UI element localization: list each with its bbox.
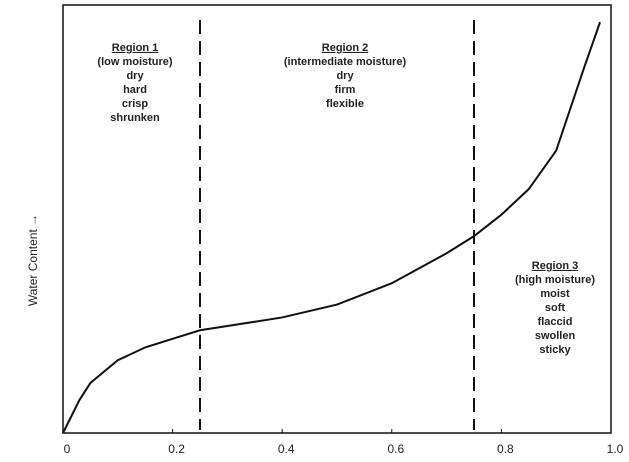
- x-tick-label: 0.2: [168, 442, 185, 456]
- x-tick-label: 0.6: [387, 442, 404, 456]
- x-tick-label: 0.8: [497, 442, 514, 456]
- region-text: shrunken: [110, 112, 160, 124]
- y-axis-label: Water Content →: [26, 214, 40, 306]
- region-text: flaccid: [538, 316, 573, 328]
- region-text: crisp: [122, 98, 149, 110]
- x-tick-label: 1.0: [607, 442, 624, 456]
- region-text: sticky: [539, 344, 571, 356]
- region-text: swollen: [535, 330, 576, 342]
- region-text: hard: [123, 84, 147, 96]
- region-text: dry: [336, 70, 354, 82]
- region-text: moist: [540, 288, 570, 300]
- region-text: firm: [335, 84, 356, 96]
- region-text: (high moisture): [515, 274, 595, 286]
- region-title: Region 2: [322, 42, 368, 54]
- x-tick-label: 0.4: [278, 442, 295, 456]
- x-tick-label: 0: [64, 442, 71, 456]
- region-title: Region 1: [112, 42, 158, 54]
- region-text: (intermediate moisture): [284, 56, 407, 68]
- region-text: soft: [545, 302, 566, 314]
- region-title: Region 3: [532, 260, 578, 272]
- region-text: flexible: [326, 98, 364, 110]
- region-text: dry: [126, 70, 144, 82]
- region-text: (low moisture): [97, 56, 173, 68]
- chart: Water Content → 0 0.2 0.4 0.6 0.8 1.0 Region 1…: [0, 0, 629, 462]
